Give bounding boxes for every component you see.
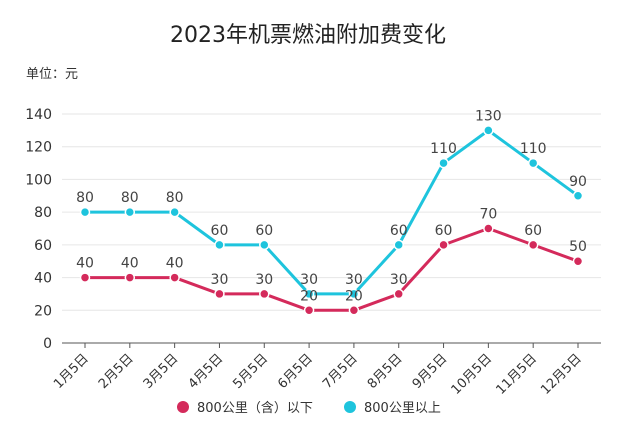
x-tick-label: 11月5日: [493, 351, 540, 398]
series-layer: [79, 125, 584, 316]
x-tick-label: 2月5日: [96, 351, 137, 392]
data-label: 60: [211, 223, 229, 239]
data-label: 110: [520, 141, 547, 157]
data-point: [393, 239, 404, 251]
data-point: [572, 190, 584, 202]
data-point: [79, 272, 91, 283]
data-point: [169, 206, 180, 218]
x-tick-label: 8月5日: [365, 351, 406, 392]
x-tick-label: 6月5日: [275, 351, 316, 392]
data-label: 40: [121, 256, 139, 272]
data-label: 30: [255, 272, 273, 288]
data-point: [393, 288, 404, 300]
data-point: [348, 288, 360, 300]
data-point: [527, 239, 539, 251]
data-point: [483, 223, 494, 234]
x-tick-label: 3月5日: [141, 351, 182, 392]
data-label: 20: [345, 288, 363, 304]
data-point: [214, 288, 225, 300]
data-label: 90: [569, 174, 587, 190]
y-tick-label: 80: [34, 205, 52, 221]
x-tick-label: 7月5日: [320, 351, 361, 392]
legend-marker: [344, 401, 356, 413]
data-point: [438, 157, 449, 169]
data-point: [483, 125, 494, 136]
series-line-1: [85, 227, 579, 312]
data-label: 40: [166, 256, 184, 272]
data-point: [214, 239, 225, 251]
legend-marker: [177, 401, 189, 413]
unit-label: 单位：元: [26, 67, 78, 82]
y-tick-label: 60: [34, 238, 52, 254]
legend-label: 800公里以上: [364, 401, 441, 416]
y-tick-label: 100: [25, 172, 52, 188]
data-point: [348, 305, 360, 316]
data-point: [259, 239, 270, 251]
data-label: 80: [121, 190, 139, 206]
data-point: [169, 272, 180, 283]
data-point: [124, 272, 136, 283]
legend-label: 800公里（含）以下: [197, 400, 313, 416]
data-point: [124, 206, 136, 218]
y-tick-label: 40: [34, 271, 52, 287]
data-label: 60: [524, 223, 542, 239]
data-label: 30: [211, 272, 229, 288]
data-label: 60: [435, 223, 453, 239]
series-line-2: [85, 128, 579, 296]
x-tick-label: 12月5日: [538, 351, 585, 398]
data-label: 60: [255, 223, 273, 239]
y-tick-label: 0: [43, 336, 52, 352]
y-tick-label: 20: [34, 303, 52, 319]
data-point: [259, 288, 270, 300]
data-point: [438, 239, 449, 251]
x-tick-label: 4月5日: [186, 351, 227, 392]
x-tick-label: 5月5日: [230, 351, 271, 392]
x-tick-label: 10月5日: [449, 351, 496, 398]
legend: 800公里（含）以下 800公里以上: [177, 400, 441, 416]
data-point: [303, 305, 315, 316]
data-label: 70: [479, 207, 497, 223]
data-label: 130: [475, 108, 502, 124]
data-point: [527, 157, 539, 169]
data-label: 110: [430, 141, 457, 157]
data-label: 20: [300, 288, 318, 304]
y-tick-label: 140: [25, 107, 52, 123]
data-label: 30: [345, 272, 363, 288]
data-point: [572, 255, 584, 267]
data-label: 60: [390, 223, 408, 239]
data-point: [79, 206, 91, 218]
data-point: [303, 288, 315, 300]
data-label: 50: [569, 239, 587, 255]
x-tick-label: 9月5日: [410, 351, 451, 392]
data-label: 80: [76, 190, 94, 206]
chart-title: 2023年机票燃油附加费变化: [170, 23, 446, 48]
data-label: 40: [76, 256, 94, 272]
data-label: 30: [300, 272, 318, 288]
x-tick-label: 1月5日: [51, 351, 92, 392]
data-label: 30: [390, 272, 408, 288]
y-tick-label: 120: [25, 140, 52, 156]
data-label: 80: [166, 190, 184, 206]
